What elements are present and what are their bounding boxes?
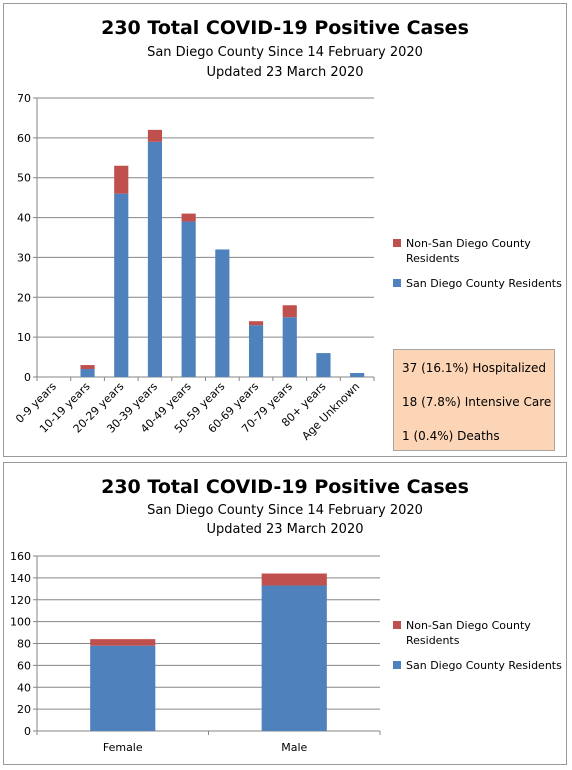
y-tick-label-20: 20 xyxy=(17,703,31,716)
stat-intensive-care: 18 (7.8%) Intensive Care xyxy=(402,395,552,409)
legend-label-nonresident-1: Non-San Diego County xyxy=(406,619,531,632)
y-tick-label-70: 70 xyxy=(17,92,31,105)
legend-item-resident: San Diego County Residents xyxy=(393,658,562,673)
legend-label-nonresident-2: Residents xyxy=(406,252,460,265)
bar-80-years-resident xyxy=(316,353,331,377)
legend-label-resident: San Diego County Residents xyxy=(406,277,562,290)
legend-label-resident: San Diego County Residents xyxy=(406,659,562,672)
y-tick-label-80: 80 xyxy=(17,638,31,651)
sex-bar-chart: 0 20 40 60 80 100 120 140 160 Female Male xyxy=(10,550,381,754)
age-chart-title: 230 Total COVID-19 Positive Cases xyxy=(101,17,469,39)
y-tick-label-40: 40 xyxy=(17,681,31,694)
bar-female-nonresident xyxy=(90,639,156,646)
bar-age-unknown-resident xyxy=(350,373,365,377)
bar-40-49-years-resident xyxy=(181,221,196,377)
y-tick-label-10: 10 xyxy=(17,331,31,344)
bar-60-69-years-resident xyxy=(248,325,264,377)
y-tick-label-30: 30 xyxy=(17,251,31,264)
legend-item-nonresident: Non-San Diego County Residents xyxy=(393,236,562,266)
bar-70-79-years-nonresident xyxy=(282,305,297,318)
bar-male-nonresident xyxy=(261,573,327,586)
legend-label-nonresident-1: Non-San Diego County xyxy=(406,237,531,250)
y-tick-label-160: 160 xyxy=(10,550,31,563)
bar-40-49-years-nonresident xyxy=(181,213,196,222)
y-tick-label-0: 0 xyxy=(24,725,31,738)
age-chart-legend: Non-San Diego County Residents San Diego… xyxy=(393,236,562,291)
y-tick-label-60: 60 xyxy=(17,132,31,145)
y-tick-label-0: 0 xyxy=(24,371,31,384)
bar-70-79-years-resident xyxy=(282,317,297,377)
y-tick-label-20: 20 xyxy=(17,291,31,304)
x-tick-label-male: Male xyxy=(281,741,307,754)
y-tick-label-120: 120 xyxy=(10,594,31,607)
y-tick-label-50: 50 xyxy=(17,172,31,185)
bar-20-29-years-resident xyxy=(114,193,129,377)
age-chart-panel: 230 Total COVID-19 Positive Cases San Di… xyxy=(3,3,567,457)
x-tick-label-female: Female xyxy=(103,741,143,754)
legend-label-nonresident-2: Residents xyxy=(406,634,460,647)
sex-chart-subtitle-2: Updated 23 March 2020 xyxy=(206,522,364,537)
legend-swatch-resident xyxy=(393,279,401,287)
sex-chart-subtitle-1: San Diego County Since 14 February 2020 xyxy=(147,503,423,518)
bar-10-19-years-resident xyxy=(80,369,95,377)
legend-item-nonresident: Non-San Diego County Residents xyxy=(393,618,562,648)
legend-item-resident: San Diego County Residents xyxy=(393,276,562,291)
y-tick-label-100: 100 xyxy=(10,616,31,629)
age-chart-subtitle-2: Updated 23 March 2020 xyxy=(206,65,364,80)
bar-female-resident xyxy=(90,645,156,731)
bar-20-29-years-nonresident xyxy=(114,165,129,194)
y-tick-label-60: 60 xyxy=(17,659,31,672)
sex-chart-legend: Non-San Diego County Residents San Diego… xyxy=(393,618,562,673)
sex-chart-panel: 230 Total COVID-19 Positive Cases San Di… xyxy=(3,462,567,765)
y-tick-label-140: 140 xyxy=(10,572,31,585)
y-tick-label-40: 40 xyxy=(17,212,31,225)
stat-hospitalized: 37 (16.1%) Hospitalized xyxy=(402,361,546,375)
bar-10-19-years-nonresident xyxy=(80,365,95,370)
legend-swatch-nonresident xyxy=(393,621,401,629)
legend-swatch-resident xyxy=(393,661,401,669)
age-chart-subtitle-1: San Diego County Since 14 February 2020 xyxy=(147,45,423,60)
bar-male-resident xyxy=(261,585,327,731)
sex-chart-title: 230 Total COVID-19 Positive Cases xyxy=(101,476,469,498)
case-outcomes-box: 37 (16.1%) Hospitalized 18 (7.8%) Intens… xyxy=(393,349,555,451)
bar-60-69-years-nonresident xyxy=(248,321,264,326)
legend-swatch-nonresident xyxy=(393,239,401,247)
stat-deaths: 1 (0.4%) Deaths xyxy=(402,429,500,443)
bar-50-59-years-resident xyxy=(215,249,230,377)
bar-30-39-years-resident xyxy=(147,141,163,377)
bar-30-39-years-nonresident xyxy=(147,129,163,142)
